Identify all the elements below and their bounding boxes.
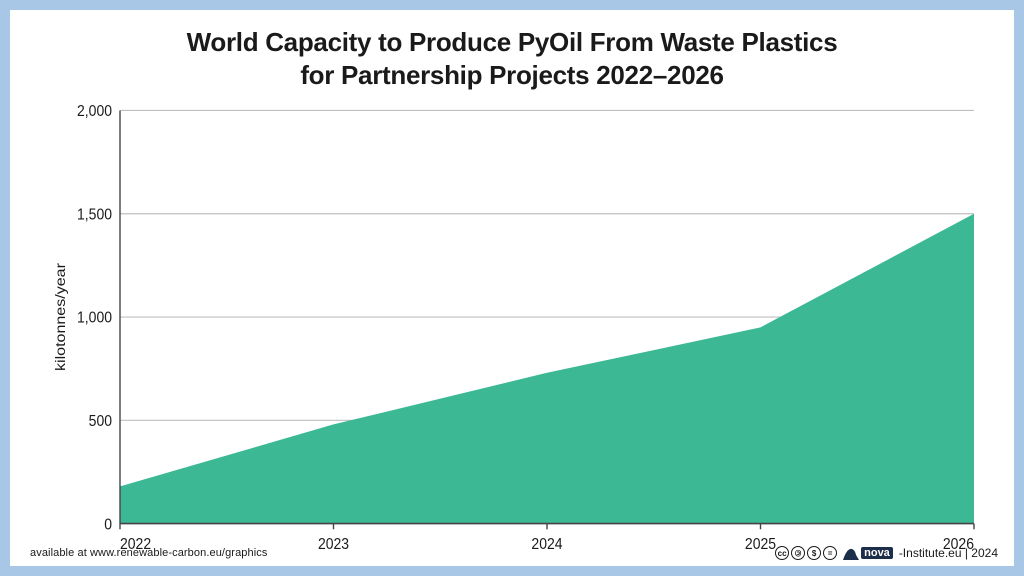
by-icon: 🄯 — [791, 546, 805, 560]
footer-source: available at www.renewable-carbon.eu/gra… — [30, 547, 267, 559]
nova-logo-text: nova — [861, 547, 893, 559]
nova-logo-mark — [843, 546, 859, 560]
footer: available at www.renewable-carbon.eu/gra… — [30, 546, 998, 560]
nova-logo: nova — [843, 546, 893, 560]
y-tick-label: 1,500 — [77, 206, 112, 224]
nc-icon: $ — [807, 546, 821, 560]
y-tick-label: 1,000 — [77, 309, 112, 327]
chart-plot-area: 05001,0001,5002,00020222023202420252026k… — [40, 99, 984, 558]
y-tick-label: 0 — [104, 515, 112, 533]
title-line-1: World Capacity to Produce PyOil From Was… — [187, 27, 838, 57]
y-axis-label: kilotonnes/year — [53, 263, 69, 371]
chart-title: World Capacity to Produce PyOil From Was… — [10, 26, 1014, 91]
y-tick-label: 500 — [89, 412, 112, 430]
area-chart-svg: 05001,0001,5002,00020222023202420252026k… — [40, 99, 984, 558]
attribution-text: -Institute.eu | 2024 — [899, 546, 998, 560]
area-series — [120, 214, 974, 524]
title-line-2: for Partnership Projects 2022–2026 — [300, 60, 723, 90]
nd-icon: = — [823, 546, 837, 560]
cc-icon: cc — [775, 546, 789, 560]
y-tick-label: 2,000 — [77, 102, 112, 120]
footer-attribution: cc 🄯 $ = nova -Institute.eu | 2024 — [775, 546, 998, 560]
cc-license-icons: cc 🄯 $ = — [775, 546, 837, 560]
chart-container: World Capacity to Produce PyOil From Was… — [0, 0, 1024, 576]
